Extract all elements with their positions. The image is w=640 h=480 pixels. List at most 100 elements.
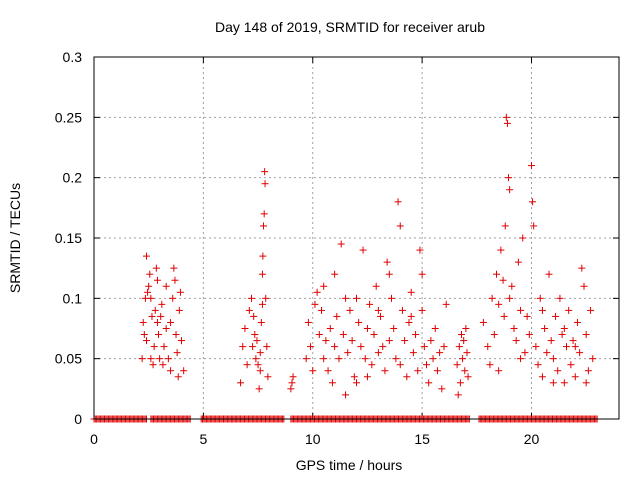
- data-point: [249, 343, 257, 351]
- data-point: [368, 361, 376, 369]
- data-point: [241, 325, 249, 332]
- data-point: [372, 282, 380, 290]
- data-point: [173, 349, 181, 357]
- data-point: [331, 270, 339, 278]
- data-point: [379, 343, 387, 351]
- data-point: [237, 379, 245, 387]
- data-point: [560, 325, 568, 332]
- data-point: [288, 379, 296, 387]
- data-point: [558, 331, 566, 339]
- data-point: [159, 361, 167, 369]
- data-point: [453, 361, 461, 369]
- data-point: [414, 367, 422, 375]
- data-points: [90, 113, 601, 423]
- data-point: [486, 361, 494, 369]
- data-point: [571, 373, 579, 381]
- data-point: [573, 318, 581, 326]
- data-point: [149, 361, 157, 369]
- data-point: [479, 318, 487, 326]
- data-point: [176, 288, 184, 296]
- data-point: [412, 331, 420, 339]
- data-point: [167, 318, 175, 326]
- data-point: [396, 361, 404, 369]
- data-point: [346, 306, 354, 314]
- data-point: [456, 379, 464, 387]
- data-point: [311, 300, 319, 308]
- data-point: [405, 318, 413, 326]
- data-point: [263, 343, 271, 351]
- data-point: [423, 361, 430, 369]
- data-point: [138, 355, 146, 363]
- data-point: [500, 312, 508, 320]
- data-point: [556, 294, 564, 302]
- data-point: [519, 234, 527, 242]
- data-point: [514, 258, 522, 266]
- data-point: [175, 306, 183, 314]
- data-point: [501, 222, 509, 230]
- y-tick-label: 0.05: [55, 351, 82, 367]
- data-point: [505, 174, 513, 182]
- data-point: [170, 264, 178, 272]
- data-point: [339, 331, 347, 339]
- data-point: [264, 373, 272, 381]
- data-point: [582, 379, 590, 387]
- data-point: [155, 331, 163, 339]
- data-point: [538, 373, 546, 381]
- plot-frame: [93, 56, 620, 420]
- chart-title: Day 148 of 2019, SRMTID for receiver aru…: [215, 19, 485, 35]
- data-point: [401, 337, 409, 345]
- x-tick-label: 15: [414, 431, 430, 447]
- data-point: [363, 325, 371, 332]
- data-point: [335, 355, 343, 363]
- grid: [94, 57, 619, 419]
- data-point: [243, 361, 251, 369]
- data-point: [255, 385, 263, 393]
- data-point: [416, 246, 424, 254]
- data-point: [381, 367, 389, 375]
- data-point: [150, 343, 158, 351]
- data-point: [560, 379, 568, 387]
- data-point: [552, 312, 560, 320]
- data-point: [512, 337, 520, 345]
- data-point: [313, 288, 321, 296]
- data-point: [322, 337, 330, 345]
- data-point: [543, 349, 551, 357]
- data-point: [153, 276, 161, 284]
- data-point: [174, 373, 182, 381]
- data-point: [164, 355, 172, 363]
- data-point: [289, 373, 297, 381]
- data-point: [239, 343, 247, 351]
- data-point: [260, 222, 268, 230]
- data-point: [502, 113, 510, 121]
- data-point: [147, 294, 155, 302]
- data-point: [171, 276, 179, 284]
- data-point: [495, 367, 503, 375]
- data-point: [440, 343, 448, 351]
- data-point: [153, 318, 161, 326]
- data-point: [315, 331, 323, 339]
- data-point: [571, 343, 579, 351]
- data-point: [258, 270, 266, 278]
- data-point: [304, 318, 312, 326]
- data-point: [324, 367, 332, 375]
- data-point: [427, 337, 435, 345]
- data-point: [549, 379, 557, 387]
- data-point: [420, 343, 428, 351]
- data-point: [499, 276, 507, 284]
- y-tick-label: 0.15: [55, 230, 82, 246]
- data-point: [383, 258, 391, 266]
- data-point: [374, 306, 382, 314]
- data-point: [309, 367, 317, 375]
- data-point: [257, 318, 265, 326]
- data-point: [493, 270, 500, 278]
- data-point: [152, 264, 160, 272]
- data-point: [359, 246, 367, 254]
- data-point: [342, 294, 350, 302]
- data-point: [157, 312, 165, 320]
- data-point: [245, 306, 253, 314]
- data-point: [350, 373, 358, 381]
- data-point: [260, 210, 268, 218]
- data-point: [143, 252, 150, 260]
- data-point: [261, 180, 269, 188]
